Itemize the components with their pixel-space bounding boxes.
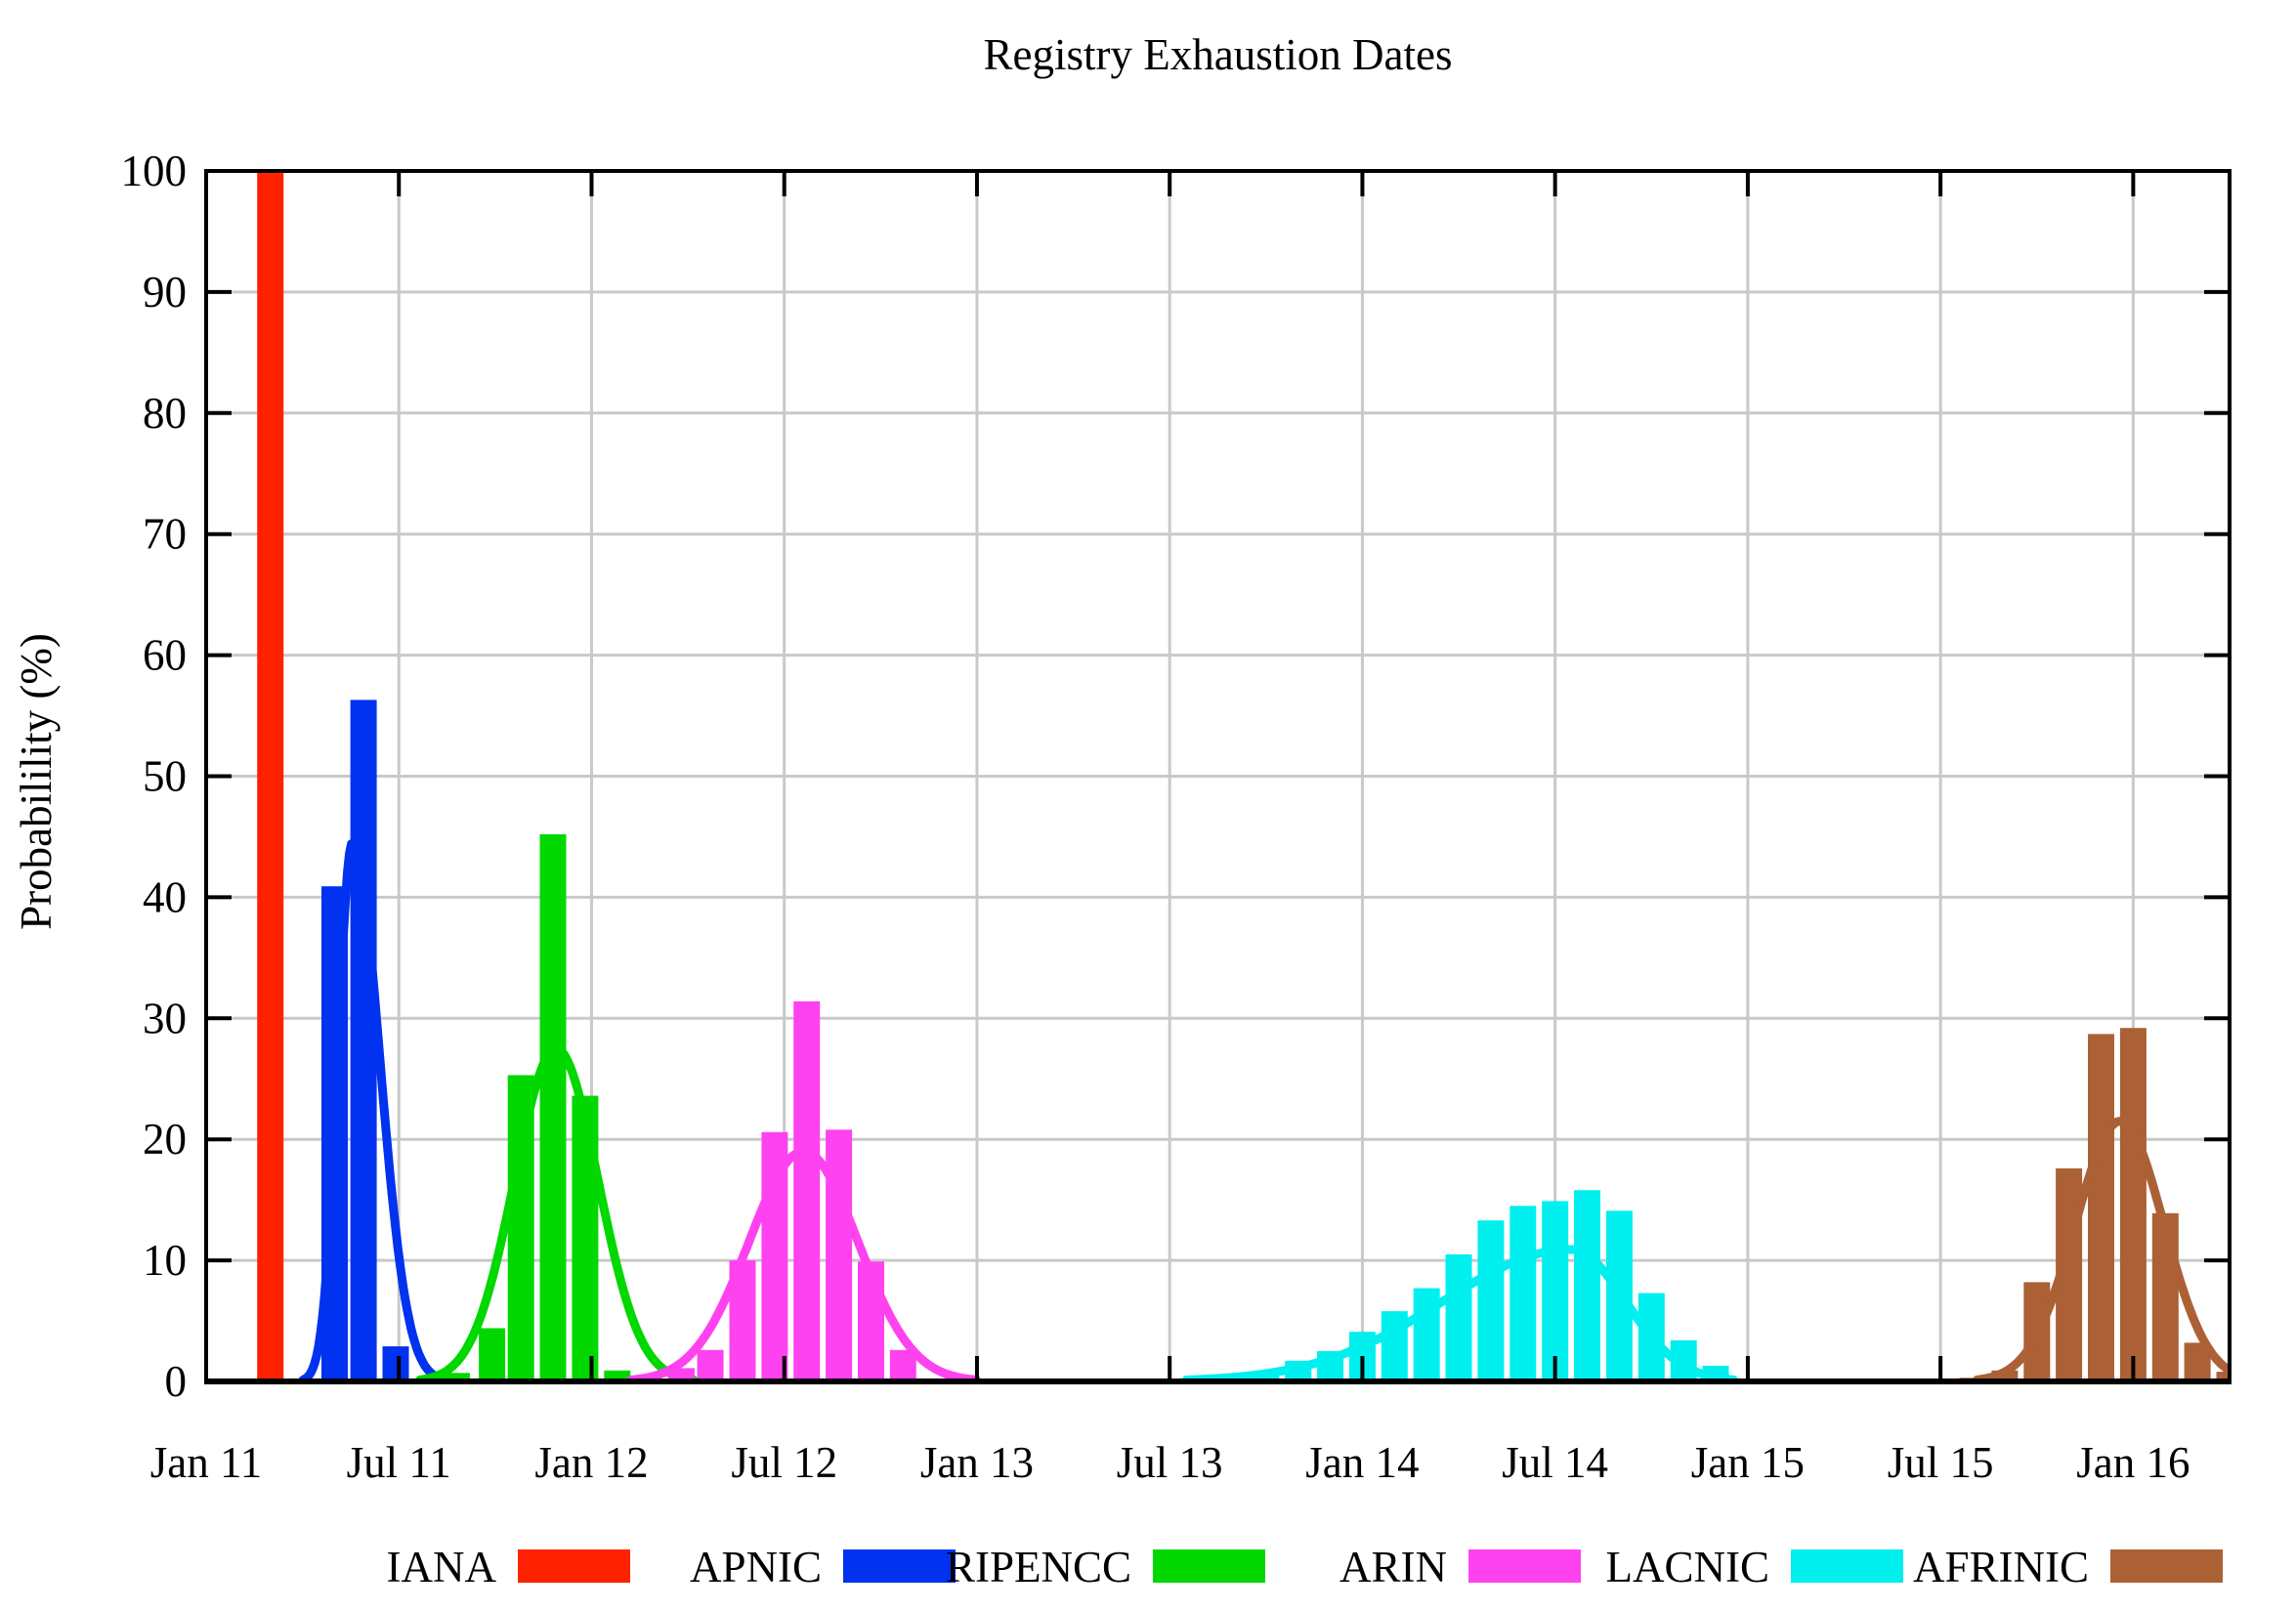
bar (697, 1349, 724, 1381)
series-apnic-curve (298, 838, 450, 1381)
bar (826, 1129, 853, 1381)
legend-swatch-iana (518, 1549, 630, 1583)
y-tick-label: 10 (143, 1236, 187, 1285)
x-tick-label: Jul 12 (731, 1438, 837, 1487)
series-lacnic (1181, 1190, 1738, 1381)
y-tick-label: 80 (143, 389, 187, 438)
bar (479, 1328, 506, 1381)
series-ripencc (415, 834, 699, 1381)
series-arin-bars (668, 1001, 916, 1381)
bar (2119, 1028, 2147, 1381)
y-tick-labels: 0 10 20 30 40 50 60 70 80 90 100 (121, 147, 188, 1406)
x-tick-label: Jul 14 (1502, 1438, 1608, 1487)
tick-marks (206, 171, 2230, 1381)
y-tick-label: 0 (165, 1357, 188, 1406)
series-iana (257, 171, 284, 1381)
bar (604, 1370, 631, 1381)
series-ripencc-curve (415, 1043, 699, 1381)
legend-swatch-ripencc (1153, 1549, 1265, 1583)
x-tick-label: Jan 13 (920, 1438, 1034, 1487)
bar (2216, 1372, 2230, 1381)
x-tick-label: Jan 11 (150, 1438, 263, 1487)
bar (793, 1001, 821, 1381)
bar (1509, 1206, 1537, 1381)
y-tick-label: 60 (143, 631, 187, 680)
series-lacnic-bars (1253, 1190, 1729, 1381)
series-afrinic (1959, 1028, 2230, 1381)
bar (539, 834, 567, 1381)
series-arin (626, 1001, 981, 1381)
x-tick-label: Jul 15 (1888, 1438, 1994, 1487)
legend-label-ripencc: RIPENCC (945, 1543, 1131, 1591)
x-tick-label: Jan 14 (1305, 1438, 1419, 1487)
series-arin-curve (626, 1147, 981, 1381)
bar (1445, 1253, 1472, 1381)
legend-swatch-apnic (843, 1549, 956, 1583)
legend-label-iana: IANA (386, 1543, 496, 1591)
bar (1542, 1201, 1569, 1381)
series-lacnic-curve (1181, 1245, 1738, 1381)
bar (2088, 1034, 2114, 1381)
chart-title: Registry Exhaustion Dates (983, 30, 1453, 79)
legend-swatch-lacnic (1791, 1549, 1903, 1583)
y-tick-label: 90 (143, 268, 187, 317)
legend-label-apnic: APNIC (689, 1543, 822, 1591)
series-afrinic-bars (1959, 1028, 2230, 1381)
legend-swatch-arin (1468, 1549, 1581, 1583)
y-tick-label: 50 (143, 752, 187, 801)
y-tick-label: 20 (143, 1115, 187, 1164)
series-apnic (298, 700, 450, 1381)
y-tick-label: 70 (143, 510, 187, 559)
y-tick-label: 30 (143, 994, 187, 1042)
bar (1574, 1190, 1600, 1381)
x-tick-label: Jan 12 (534, 1438, 648, 1487)
legend-swatch-afrinic (2110, 1549, 2223, 1583)
bar (257, 171, 284, 1381)
x-tick-label: Jan 16 (2076, 1438, 2190, 1487)
bar (1477, 1220, 1505, 1381)
x-tick-label: Jul 11 (347, 1438, 451, 1487)
y-tick-label: 40 (143, 872, 187, 921)
x-tick-label: Jan 15 (1691, 1438, 1805, 1487)
series-afrinic-curve (1973, 1117, 2230, 1381)
legend-label-afrinic: AFRINIC (1912, 1543, 2089, 1591)
legend-label-arin: ARIN (1339, 1543, 1447, 1591)
bar (443, 1373, 470, 1381)
y-tick-label: 100 (121, 147, 188, 195)
x-tick-label: Jul 13 (1117, 1438, 1223, 1487)
bar (382, 1346, 409, 1381)
bar (350, 700, 377, 1381)
legend-label-lacnic: LACNIC (1605, 1543, 1770, 1591)
x-tick-labels: Jan 11 Jul 11 Jan 12 Jul 12 Jan 13 Jul 13 Jan … (150, 1438, 2190, 1487)
series-iana-bars (257, 171, 284, 1381)
series-ripencc-bars (443, 834, 631, 1381)
